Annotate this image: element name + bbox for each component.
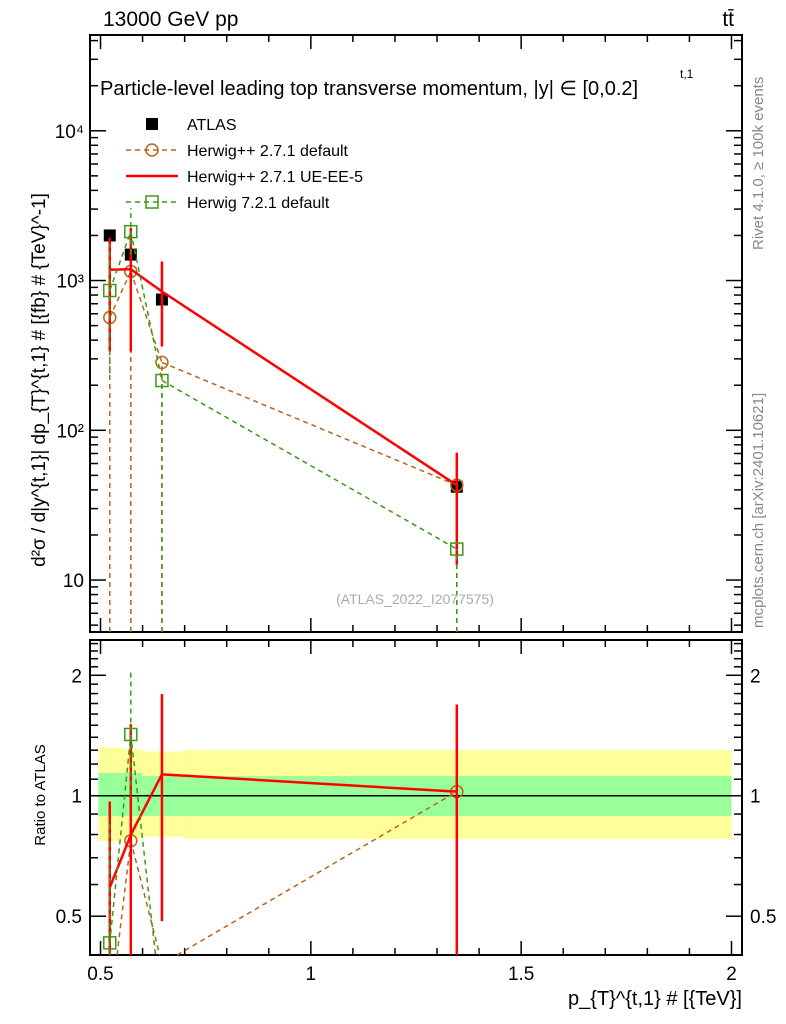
legend-label-herwig-2-7-1-ue-ee-5: Herwig++ 2.7.1 UE-EE-5 <box>187 169 363 186</box>
side-label-mcplots: mcplots.cern.ch [arXiv:2401.10621] <box>750 393 767 628</box>
herwig-7-2-1-default-line <box>109 734 132 943</box>
x-tick-label: 0.5 <box>87 964 113 985</box>
herwig-2-7-1-ue-ee-5-line <box>108 834 132 888</box>
legend: ATLAS Herwig++ 2.7.1 default Herwig++ 2.7.… <box>126 117 363 212</box>
ratio-y-tick-label: 1 <box>71 787 82 808</box>
uncertainty-band-green <box>98 772 122 816</box>
herwig-2-7-1-default-line <box>130 271 163 363</box>
herwig-2-7-1-default-line <box>161 361 458 486</box>
y-axis-label-ratio: Ratio to ATLAS <box>32 744 49 845</box>
x-tick-label: 1 <box>306 964 317 985</box>
watermark: (ATLAS_2022_I2077575) <box>336 591 494 607</box>
herwig-2-7-1-ue-ee-5-line <box>109 267 131 272</box>
ratio-y-tick-label: 0.5 <box>56 907 82 928</box>
main-panel: 10 10² 10³ 10⁴ <box>55 34 743 955</box>
ratio-y-tick-label-right: 2 <box>750 666 761 687</box>
atlas-point <box>103 229 116 242</box>
herwig-7-2-1-default-line <box>161 379 458 550</box>
herwig-7-2-1-default-point <box>124 727 138 742</box>
legend-marker-herwig-7-2-1-default <box>145 195 159 209</box>
herwig-2-7-1-ue-ee-5-line <box>130 268 163 293</box>
herwig-2-7-1-ue-ee-5-line <box>129 773 164 836</box>
herwig-7-2-1-default-line <box>130 734 157 956</box>
herwig-2-7-1-ue-ee-5-line <box>161 290 458 487</box>
plot-title: Particle-level leading top transverse mo… <box>100 78 638 100</box>
ratio-frame <box>89 639 743 956</box>
ratio-y-tick-label-right: 1 <box>750 787 761 808</box>
herwig-7-2-1-default-line <box>109 231 132 291</box>
side-label-rivet: Rivet 4.1.0, ≥ 100k events <box>750 77 767 250</box>
x-tick-label: 1.5 <box>508 964 534 985</box>
herwig-2-7-1-default-point <box>155 355 169 370</box>
herwig-2-7-1-ue-ee-5-line <box>161 773 457 793</box>
herwig-7-2-1-default-line <box>130 231 163 381</box>
legend-marker-herwig-2-7-1-default <box>145 143 159 157</box>
herwig-7-2-1-default-point <box>124 224 138 239</box>
ratio-y-tick-label-right: 0.5 <box>750 907 776 928</box>
legend-label-atlas: ATLAS <box>187 117 237 134</box>
y-axis-label: d²σ / d|y^{t,1}| dp_{T}^{t,1} # [{fb} # … <box>29 193 50 567</box>
y-tick-label: 10 <box>63 571 84 592</box>
herwig-7-2-1-default-point <box>103 936 117 950</box>
herwig-7-2-1-default-point <box>450 542 464 556</box>
x-tick-label: 2 <box>726 964 737 985</box>
title-superscript: t,1 <box>680 67 694 81</box>
main-frame <box>89 34 743 633</box>
y-tick-label: 10³ <box>57 272 84 293</box>
y-tick-label: 10² <box>57 421 84 442</box>
legend-marker-atlas <box>146 118 158 130</box>
herwig-2-7-1-default-line <box>130 840 161 956</box>
herwig-7-2-1-default-point <box>103 283 117 298</box>
herwig-2-7-1-default-line <box>109 271 132 318</box>
ratio-y-tick-label: 2 <box>71 666 82 687</box>
y-tick-label: 10⁴ <box>55 122 84 143</box>
header-left: 13000 GeV pp <box>103 8 238 31</box>
herwig-2-7-1-default-line <box>116 840 132 956</box>
herwig-7-2-1-default-point <box>155 373 169 388</box>
header-right: tt̄ <box>722 8 734 31</box>
uncertainty-band-green <box>121 772 143 816</box>
legend-label-herwig-7-2-1-default: Herwig 7.2.1 default <box>187 195 330 212</box>
ratio-panel: 0.5 1 1.5 2 0.5 0.5 1 1 2 2 <box>56 639 776 985</box>
legend-label-herwig-2-7-1-default: Herwig++ 2.7.1 default <box>187 143 349 160</box>
x-axis-label: p_{T}^{t,1} # [{TeV}] <box>568 988 742 1010</box>
